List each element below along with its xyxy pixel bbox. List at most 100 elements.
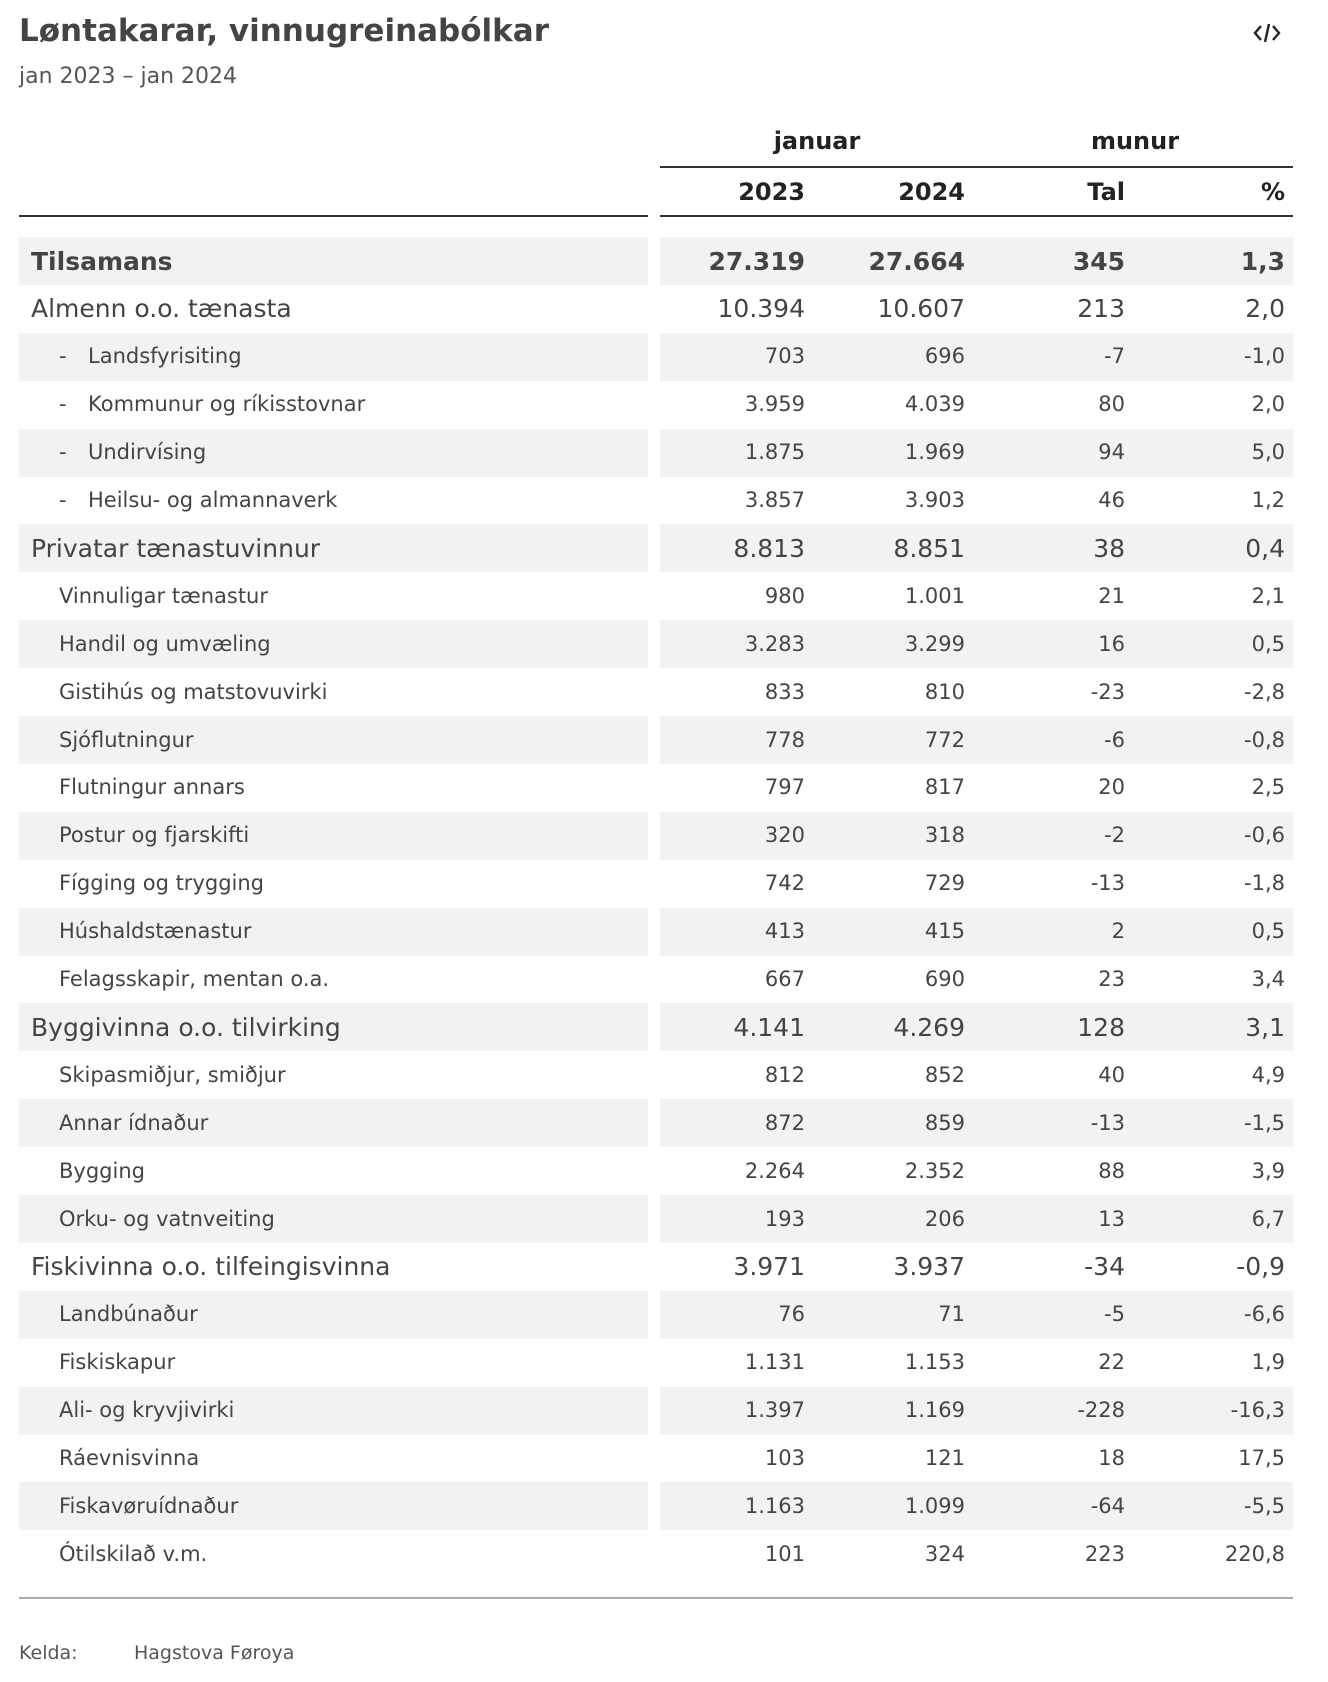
row-label: Fígging og trygging [59, 871, 265, 896]
row-label: Tilsamans [31, 246, 173, 276]
cell: -13 [1090, 871, 1125, 896]
cell: 3.283 [744, 631, 805, 656]
row-band [19, 1099, 648, 1148]
cell: 345 [1072, 246, 1125, 276]
cell: 80 [1098, 392, 1125, 417]
cell: 4.039 [904, 392, 965, 417]
row-label: Fiskavøruídnaður [59, 1493, 239, 1518]
cell: 21 [1098, 583, 1125, 608]
cell: 320 [764, 823, 805, 848]
row-label: Byggivinna o.o. tilvirking [31, 1012, 341, 1042]
cell: 8.813 [733, 533, 805, 563]
cell: 6,7 [1251, 1206, 1285, 1231]
cell: 667 [764, 967, 805, 991]
cell: 2,1 [1251, 583, 1285, 608]
column-group: januar [773, 127, 861, 155]
cell: 859 [924, 1110, 965, 1135]
cell: 206 [924, 1206, 965, 1231]
cell: 38 [1093, 533, 1125, 563]
cell: 16 [1098, 631, 1125, 656]
cell: 20 [1098, 775, 1125, 800]
cell: 0,4 [1245, 533, 1285, 563]
row-band [19, 237, 648, 285]
row-label: Landbúnaður [59, 1302, 198, 1327]
subtitle: jan 2023 – jan 2024 [19, 64, 238, 89]
cell: 2,0 [1251, 392, 1285, 417]
cell: -6,6 [1244, 1302, 1285, 1327]
cell: 71 [938, 1302, 965, 1327]
cell: 2 [1111, 919, 1125, 944]
cell: 94 [1098, 440, 1125, 465]
column-header: 2023 [738, 178, 805, 206]
row-label: Landsfyrisiting [88, 344, 242, 369]
cell: 4.269 [893, 1012, 965, 1042]
row-band [19, 332, 648, 381]
cell: -23 [1090, 679, 1125, 704]
embed-icon[interactable] [1252, 20, 1282, 46]
cell: 318 [924, 823, 965, 848]
row-band [19, 1482, 648, 1531]
row-band [660, 1482, 1293, 1531]
row-band [660, 1386, 1293, 1435]
cell: 27.664 [868, 246, 965, 276]
cell: 817 [924, 775, 965, 800]
cell: -6 [1104, 727, 1125, 752]
row-label: Kommunur og ríkisstovnar [88, 392, 366, 417]
cell: -0,8 [1244, 727, 1285, 752]
cell: 103 [764, 1446, 805, 1470]
cell: -64 [1090, 1493, 1125, 1518]
row-label: Handil og umvæling [59, 631, 271, 656]
row-label: Privatar tænastuvinnur [31, 533, 321, 563]
cell: 690 [924, 967, 965, 991]
cell: 872 [764, 1110, 805, 1135]
row-label: Felagsskapir, mentan o.a. [59, 967, 330, 991]
row-band [660, 907, 1293, 956]
row-band [660, 1099, 1293, 1148]
row-label: Sjóflutningur [59, 727, 194, 752]
cell: 10.607 [877, 294, 965, 324]
cell: 778 [764, 727, 805, 752]
cell: 76 [778, 1302, 805, 1327]
cell: 742 [764, 871, 805, 896]
cell: 833 [764, 679, 805, 704]
cell: 324 [924, 1541, 965, 1566]
header-line [660, 215, 1293, 217]
cell: 1,2 [1251, 488, 1285, 512]
cell: 3.299 [904, 631, 965, 656]
cell: 5,0 [1251, 440, 1285, 465]
cell: 18 [1098, 1446, 1125, 1470]
cell: 2.264 [744, 1158, 805, 1183]
cell: 3.937 [893, 1252, 965, 1282]
row-label: Almenn o.o. tænasta [31, 294, 292, 324]
cell: 3.903 [904, 488, 965, 512]
column-header: 2024 [898, 178, 965, 206]
cell: 2,0 [1245, 294, 1285, 324]
cell: -228 [1077, 1398, 1125, 1423]
cell: 0,5 [1251, 631, 1285, 656]
cell: 0,5 [1251, 919, 1285, 944]
cell: 1.163 [744, 1493, 805, 1518]
cell: 8.851 [893, 533, 965, 563]
cell: 1.131 [744, 1350, 805, 1375]
row-band [19, 1003, 648, 1052]
cell: 46 [1098, 488, 1125, 512]
column-header: % [1260, 178, 1285, 206]
cell: 88 [1098, 1158, 1125, 1183]
row-band [660, 620, 1293, 669]
cell: 220,8 [1224, 1541, 1285, 1566]
row-band [19, 1290, 648, 1339]
cell: 193 [764, 1206, 805, 1231]
cell: 1.099 [904, 1493, 965, 1518]
cell: 22 [1098, 1350, 1125, 1375]
cell: 415 [924, 919, 965, 944]
row-label: Skipasmiðjur, smiðjur [59, 1062, 286, 1087]
row-band [19, 1195, 648, 1243]
row-label: Heilsu- og almannaverk [88, 488, 338, 512]
cell: -5,5 [1244, 1493, 1285, 1518]
source: Hagstova Føroya [134, 1642, 295, 1664]
row-label: Ótilskilað v.m. [59, 1541, 208, 1566]
cell: 3.971 [733, 1252, 805, 1282]
cell: 1.169 [904, 1398, 965, 1423]
cell: 703 [764, 344, 805, 369]
